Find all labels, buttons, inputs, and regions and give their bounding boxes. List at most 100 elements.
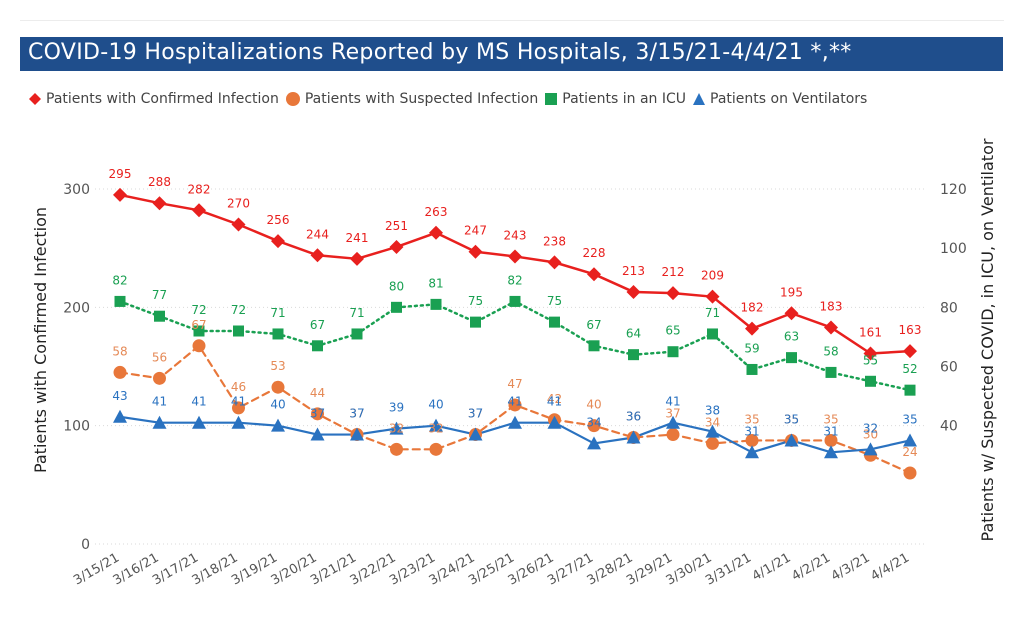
data-point-triangle bbox=[271, 418, 285, 432]
data-label: 238 bbox=[543, 234, 566, 248]
data-label: 67 bbox=[191, 318, 206, 332]
data-label: 55 bbox=[863, 353, 878, 367]
data-label: 295 bbox=[109, 167, 132, 181]
data-point-square bbox=[312, 340, 323, 352]
data-point-diamond bbox=[192, 203, 206, 218]
top-divider bbox=[20, 20, 1004, 21]
y-axis-title-left: Patients with Confirmed Infection bbox=[31, 207, 50, 473]
legend-item-ventilators[interactable]: Patients on Ventilators bbox=[692, 91, 867, 107]
data-label: 43 bbox=[112, 389, 127, 403]
data-point-square bbox=[114, 295, 126, 307]
data-point-square bbox=[549, 316, 560, 328]
legend-label: Patients with Suspected Infection bbox=[304, 91, 539, 107]
data-point-square bbox=[667, 346, 679, 358]
legend-item-suspected[interactable]: Patients with Suspected Infection bbox=[285, 91, 538, 107]
data-point-diamond bbox=[824, 320, 838, 335]
data-label: 37 bbox=[310, 407, 325, 421]
x-tick-label: 3/31/21 bbox=[703, 550, 754, 588]
data-label: 53 bbox=[270, 359, 285, 373]
data-label: 40 bbox=[270, 398, 285, 412]
data-label: 37 bbox=[468, 407, 483, 421]
data-point-diamond bbox=[389, 239, 404, 254]
data-point-triangle bbox=[310, 427, 325, 441]
data-label: 75 bbox=[547, 294, 562, 308]
x-tick-label: 4/3/21 bbox=[829, 550, 873, 584]
data-point-square bbox=[154, 310, 165, 322]
data-point-diamond bbox=[429, 225, 443, 240]
data-label: 30 bbox=[863, 427, 878, 441]
data-label: 58 bbox=[112, 344, 127, 358]
data-label: 71 bbox=[270, 306, 285, 320]
data-label: 32 bbox=[428, 421, 443, 435]
data-point-circle bbox=[903, 466, 917, 480]
x-tick-label: 4/1/21 bbox=[750, 550, 794, 584]
legend-label: Patients on Ventilators bbox=[710, 91, 868, 107]
data-point-square bbox=[865, 375, 876, 387]
data-label: 243 bbox=[504, 228, 527, 242]
data-label: 212 bbox=[662, 265, 685, 279]
data-point-diamond bbox=[626, 284, 641, 299]
data-label: 81 bbox=[428, 276, 443, 290]
data-label: 39 bbox=[389, 401, 404, 415]
data-point-triangle bbox=[547, 415, 562, 429]
data-label: 34 bbox=[586, 415, 601, 429]
data-label: 37 bbox=[665, 407, 680, 421]
data-point-triangle bbox=[863, 442, 878, 456]
data-label: 64 bbox=[626, 327, 641, 341]
data-label: 209 bbox=[701, 269, 724, 283]
data-label: 256 bbox=[267, 213, 290, 227]
series-markers bbox=[113, 187, 917, 480]
data-point-circle bbox=[153, 371, 166, 385]
data-label: 71 bbox=[705, 306, 720, 320]
data-point-triangle bbox=[192, 415, 206, 429]
legend-label: Patients in an ICU bbox=[562, 91, 687, 107]
data-label: 282 bbox=[188, 182, 211, 196]
data-point-diamond bbox=[745, 321, 759, 336]
data-point-diamond bbox=[310, 248, 325, 263]
y-tick-left: 0 bbox=[81, 537, 90, 553]
data-label: 75 bbox=[468, 294, 483, 308]
data-point-diamond bbox=[231, 217, 246, 232]
data-point-circle bbox=[390, 442, 403, 456]
data-label: 77 bbox=[152, 288, 167, 302]
data-label: 52 bbox=[902, 362, 917, 376]
data-label: 31 bbox=[744, 424, 759, 438]
data-point-circle bbox=[311, 407, 324, 421]
data-point-square bbox=[588, 340, 600, 352]
data-point-square bbox=[430, 298, 442, 310]
data-label: 80 bbox=[389, 279, 404, 293]
data-label: 36 bbox=[626, 410, 641, 424]
y-tick-right: 60 bbox=[940, 360, 958, 376]
data-point-triangle bbox=[389, 421, 404, 435]
legend-item-icu[interactable]: Patients in an ICU bbox=[544, 91, 686, 107]
data-label: 24 bbox=[902, 445, 917, 459]
data-label: 247 bbox=[464, 224, 487, 238]
data-label: 56 bbox=[152, 350, 167, 364]
data-point-diamond bbox=[468, 244, 483, 259]
data-point-circle bbox=[706, 436, 719, 450]
legend: Patients with Confirmed Infection Patien… bbox=[28, 89, 873, 109]
data-label: 213 bbox=[622, 264, 645, 278]
data-label: 37 bbox=[349, 407, 364, 421]
triangle-icon bbox=[693, 93, 706, 105]
data-label: 35 bbox=[902, 412, 917, 426]
data-point-diamond bbox=[666, 286, 680, 301]
data-point-circle bbox=[232, 401, 245, 415]
y-tick-right: 100 bbox=[940, 241, 967, 257]
x-tick-label: 4/4/21 bbox=[868, 550, 912, 584]
data-point-diamond bbox=[508, 249, 522, 264]
data-label: 63 bbox=[784, 330, 799, 344]
data-point-triangle bbox=[429, 418, 443, 432]
data-label: 41 bbox=[507, 395, 522, 409]
legend-item-confirmed[interactable]: Patients with Confirmed Infection bbox=[28, 91, 279, 107]
y-tick-right: 120 bbox=[940, 182, 967, 198]
data-label: 72 bbox=[231, 303, 246, 317]
data-label: 228 bbox=[583, 246, 606, 260]
data-label: 58 bbox=[823, 344, 838, 358]
data-label: 35 bbox=[784, 412, 799, 426]
data-label: 263 bbox=[425, 205, 448, 219]
data-point-circle bbox=[113, 365, 127, 379]
data-point-triangle bbox=[705, 424, 720, 438]
data-label: 40 bbox=[586, 398, 601, 412]
data-label: 47 bbox=[507, 377, 522, 391]
